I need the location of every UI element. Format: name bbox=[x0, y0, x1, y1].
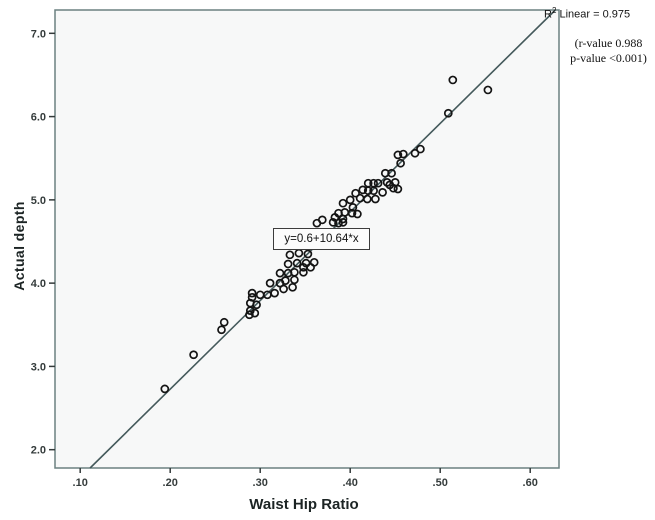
x-tick-label: .30 bbox=[253, 477, 268, 489]
p-value-line: p-value <0.001) bbox=[570, 51, 647, 65]
data-point bbox=[362, 194, 372, 204]
data-point bbox=[250, 308, 260, 318]
y-tick-label: 4.0 bbox=[31, 278, 46, 290]
data-point bbox=[160, 384, 170, 394]
data-point bbox=[348, 203, 358, 212]
x-tick-label: .50 bbox=[433, 477, 448, 489]
data-point bbox=[285, 250, 295, 260]
data-point bbox=[393, 184, 403, 194]
y-tick-label: 5.0 bbox=[31, 195, 46, 207]
y-axis-title: Actual depth bbox=[11, 201, 27, 291]
x-tick-label: .20 bbox=[163, 477, 178, 489]
data-point bbox=[189, 350, 198, 360]
data-point bbox=[317, 215, 327, 225]
data-point bbox=[270, 288, 279, 298]
data-point bbox=[279, 284, 288, 294]
x-tick-label: .40 bbox=[343, 477, 358, 489]
data-point bbox=[245, 310, 254, 320]
y-tick-label: 7.0 bbox=[31, 28, 46, 40]
data-point bbox=[338, 198, 348, 208]
data-point bbox=[358, 185, 368, 195]
data-point bbox=[378, 188, 387, 197]
data-point bbox=[353, 209, 362, 219]
data-point bbox=[393, 150, 403, 160]
data-point bbox=[290, 275, 299, 285]
data-point bbox=[387, 168, 396, 178]
data-point bbox=[347, 208, 357, 218]
x-axis-title: Waist Hip Ratio bbox=[249, 496, 359, 513]
data-point bbox=[389, 183, 398, 193]
data-point bbox=[328, 217, 338, 227]
x-tick-label: .60 bbox=[523, 477, 538, 489]
data-point bbox=[252, 300, 261, 310]
data-point bbox=[247, 292, 257, 302]
r-value-line: (r-value 0.988 bbox=[574, 36, 643, 50]
data-point bbox=[373, 178, 383, 188]
data-point bbox=[306, 262, 315, 272]
r-squared-annotation: R2 Linear = 0.975 bbox=[544, 6, 630, 21]
data-point bbox=[369, 178, 378, 188]
y-tick-label: 2.0 bbox=[31, 445, 46, 457]
data-point bbox=[281, 276, 290, 285]
data-point bbox=[247, 288, 257, 298]
data-point bbox=[303, 249, 313, 259]
stats-annotation: (r-value 0.988 p-value <0.001) bbox=[562, 36, 655, 66]
data-point bbox=[351, 188, 360, 198]
y-tick-label: 6.0 bbox=[31, 112, 46, 124]
data-point bbox=[338, 217, 348, 227]
data-point bbox=[265, 278, 275, 288]
regression-equation-label: y=0.6+10.64*x bbox=[273, 228, 370, 250]
data-point bbox=[396, 158, 405, 168]
r-squared-value: Linear = 0.975 bbox=[556, 8, 631, 21]
data-point bbox=[345, 195, 355, 205]
x-tick-label: .10 bbox=[73, 477, 88, 489]
r-squared-prefix: R bbox=[544, 8, 552, 21]
data-point bbox=[363, 178, 373, 188]
data-point bbox=[292, 258, 302, 268]
data-point bbox=[371, 194, 380, 204]
data-point bbox=[217, 325, 226, 335]
data-point bbox=[283, 259, 293, 269]
y-tick-label: 3.0 bbox=[31, 361, 46, 373]
data-point bbox=[299, 267, 308, 277]
data-point bbox=[410, 148, 420, 158]
r-squared-exponent: 2 bbox=[551, 6, 557, 15]
data-point bbox=[443, 108, 453, 118]
data-point bbox=[483, 85, 493, 95]
data-point bbox=[275, 268, 285, 278]
data-point bbox=[416, 144, 425, 154]
data-point bbox=[219, 317, 229, 327]
data-point bbox=[288, 282, 297, 292]
data-point bbox=[398, 149, 408, 159]
data-point bbox=[448, 75, 458, 85]
